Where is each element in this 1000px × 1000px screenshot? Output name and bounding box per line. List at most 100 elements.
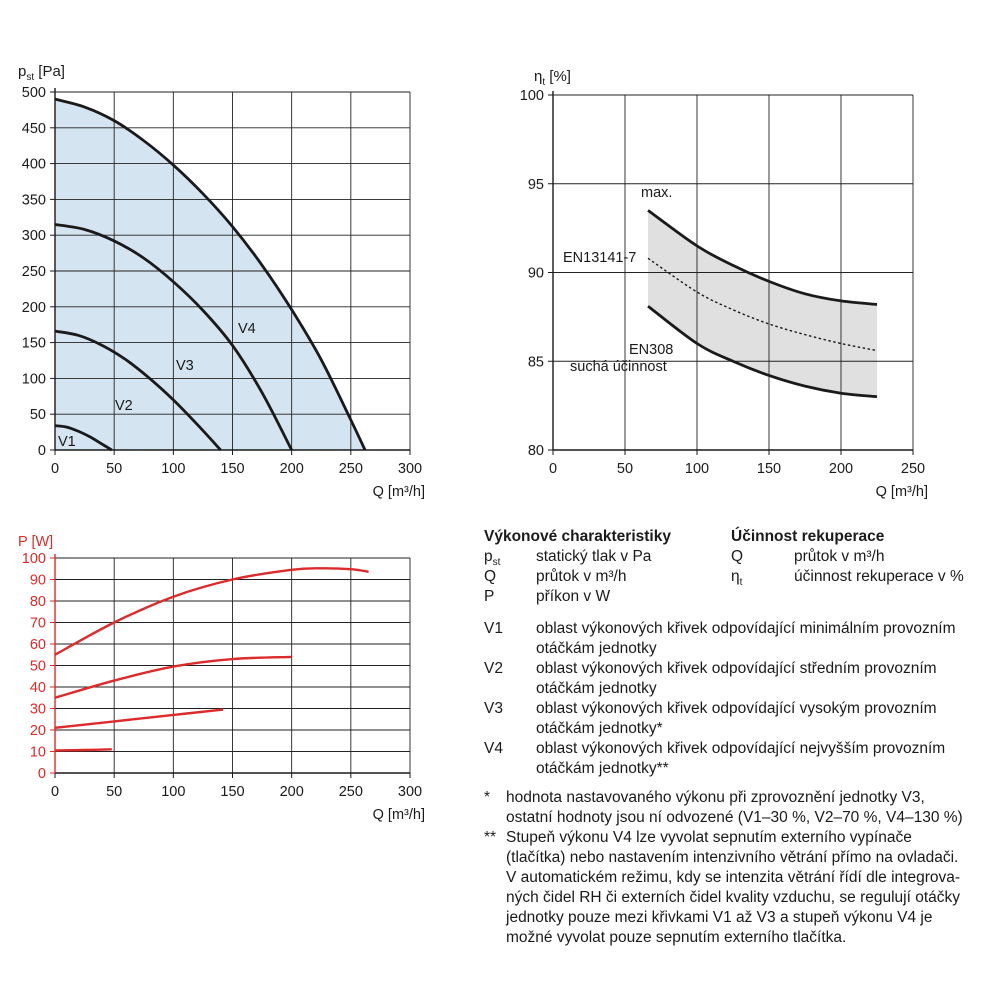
series-line-max-	[647, 209, 878, 306]
legend-row-q: Q průtok v m³/h	[484, 567, 724, 587]
x-tick-label: 150	[220, 461, 244, 477]
footnote-key: **	[484, 829, 497, 846]
series-line-v2	[54, 708, 224, 730]
efficiency-legend-title: Účinnost rekuperace	[731, 528, 885, 545]
speed-level-list: V1 oblast výkonových křivek odpovídající…	[484, 619, 984, 779]
legend-symbol: P	[484, 588, 495, 605]
y-tick-label: 500	[22, 85, 46, 101]
annotation-dry-efficiency: suchá účinnost	[570, 359, 667, 375]
series-label-v3: V3	[176, 358, 194, 374]
x-tick-label: 100	[161, 461, 185, 477]
series-line-v4	[54, 97, 367, 451]
performance-legend-title: Výkonové charakteristiky	[484, 528, 671, 545]
footnote-line: Stupeň výkonu V4 lze vyvolat sepnutím ex…	[506, 829, 912, 846]
footnote-double-star: ** Stupeň výkonu V4 lze vyvolat sepnutím…	[484, 828, 984, 948]
x-axis-label: Q [m³/h]	[876, 484, 928, 500]
annotation-en308: EN308	[629, 342, 673, 358]
y-tick-label: 200	[22, 300, 46, 316]
footnote-line: ných čidel RH či externích čidel kvality…	[506, 889, 961, 906]
series-line-en308-such-innost	[647, 305, 878, 399]
y-tick-label: 60	[30, 637, 46, 653]
y-tick-label: 250	[22, 264, 46, 280]
speed-level-key: V4	[484, 740, 503, 757]
legend-row-q-eff: Q průtok v m³/h	[731, 547, 981, 567]
x-tick-label: 100	[685, 461, 709, 477]
footnote-line: (tlačítka) nebo nastavením intenzivního …	[506, 849, 959, 866]
y-tick-label: 40	[30, 680, 46, 696]
y-tick-label: 20	[30, 723, 46, 739]
footnote-line: ostatní hodnoty jsou ní odvozené (V1–30 …	[506, 809, 963, 826]
y-tick-label: 10	[30, 745, 46, 761]
y-tick-label: 350	[22, 192, 46, 208]
speed-level-text: oblast výkonových křivek odpovídající ne…	[536, 740, 946, 757]
x-tick-label: 150	[220, 784, 244, 800]
y-tick-label: 150	[22, 336, 46, 352]
y-tick-label: 50	[30, 407, 46, 423]
x-tick-label: 200	[829, 461, 853, 477]
series-label-v4: V4	[238, 321, 256, 337]
x-tick-label: 100	[161, 784, 185, 800]
performance-legend: Výkonové charakteristiky pst statický tl…	[484, 527, 724, 607]
series-line-v3	[54, 655, 292, 699]
legend-symbol: pst	[484, 548, 501, 569]
legend-description: statický tlak v Pa	[536, 548, 652, 565]
y-tick-label: 95	[528, 177, 544, 193]
legend-description: účinnost rekuperace v %	[794, 568, 964, 585]
operating-area-fill	[55, 99, 366, 450]
y-tick-label: 0	[38, 766, 46, 782]
x-tick-label: 0	[51, 784, 59, 800]
y-tick-label: 0	[38, 443, 46, 459]
footnote-line: možné vyvolat pouze sepnutím externího t…	[506, 929, 847, 946]
y-axis-label-pst: pst [Pa]	[18, 63, 65, 83]
y-tick-label: 300	[22, 228, 46, 244]
annotation-en13141: EN13141-7	[563, 250, 636, 266]
series-line-v1	[54, 424, 113, 452]
y-tick-label: 85	[528, 354, 544, 370]
x-tick-label: 250	[901, 461, 925, 477]
legend-symbol: ηt	[731, 568, 743, 589]
footnote-line: V automatickém režimu, kdy se intenzita …	[506, 869, 961, 886]
series-line-v4	[54, 567, 369, 656]
speed-level-key: V2	[484, 660, 503, 677]
speed-level-text: otáčkám jednotky*	[536, 720, 663, 737]
y-tick-label: 80	[528, 443, 544, 459]
x-tick-label: 250	[339, 784, 363, 800]
speed-level-text: otáčkám jednotky**	[536, 760, 669, 777]
y-tick-label: 90	[30, 573, 46, 589]
speed-level-v2: V2 oblast výkonových křivek odpovídající…	[484, 659, 984, 699]
legend-row-pst: pst statický tlak v Pa	[484, 547, 724, 568]
speed-level-key: V1	[484, 620, 503, 637]
speed-level-v4: V4 oblast výkonových křivek odpovídající…	[484, 739, 984, 779]
speed-level-text: otáčkám jednotky	[536, 640, 657, 657]
legend-description: příkon v W	[536, 588, 611, 605]
x-tick-label: 50	[106, 784, 122, 800]
series-line-v3	[54, 223, 293, 451]
x-tick-label: 300	[398, 784, 422, 800]
annotation-max: max.	[641, 185, 672, 201]
speed-level-text: oblast výkonových křivek odpovídající st…	[536, 660, 937, 677]
x-tick-label: 200	[280, 461, 304, 477]
y-tick-label: 70	[30, 616, 46, 632]
speed-level-text: otáčkám jednotky	[536, 680, 657, 697]
y-tick-label: 100	[22, 371, 46, 387]
footnote-line: hodnota nastavovaného výkonu při zprovoz…	[506, 789, 925, 806]
y-tick-label: 450	[22, 121, 46, 137]
efficiency-legend: Účinnost rekuperace Q průtok v m³/h ηt ú…	[731, 527, 981, 588]
x-tick-label: 50	[106, 461, 122, 477]
series-line-v1	[54, 748, 112, 752]
y-tick-label: 400	[22, 157, 46, 173]
y-tick-label: 50	[30, 659, 46, 675]
speed-level-text: oblast výkonových křivek odpovídající vy…	[536, 700, 937, 717]
x-axis-label: Q [m³/h]	[373, 484, 425, 500]
x-tick-label: 200	[280, 784, 304, 800]
legend-row-p: P příkon v W	[484, 587, 724, 607]
legend-row-eta: ηt účinnost rekuperace v %	[731, 567, 981, 588]
speed-level-v3: V3 oblast výkonových křivek odpovídající…	[484, 699, 984, 739]
series-label-v2: V2	[115, 398, 133, 414]
y-tick-label: 100	[520, 88, 544, 104]
y-axis-label-power: P [W]	[18, 534, 53, 550]
speed-level-key: V3	[484, 700, 503, 717]
x-tick-label: 0	[549, 461, 557, 477]
legend-description: průtok v m³/h	[536, 568, 627, 585]
